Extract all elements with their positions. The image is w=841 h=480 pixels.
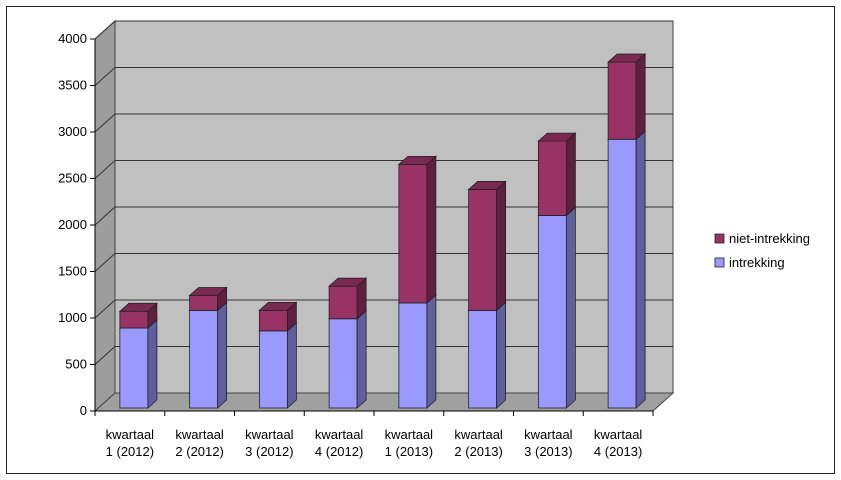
bar-niet-intrekking-7: [537, 132, 577, 217]
y-tick-label-3500: 3500: [58, 78, 87, 93]
bar-intrekking-2: [188, 301, 228, 409]
legend-swatch-niet-intrekking: [714, 233, 725, 244]
legend-swatch-intrekking: [714, 257, 725, 268]
bar-top: [467, 181, 507, 190]
gridline-2500: [94, 160, 673, 179]
bar-intrekking-8: [607, 130, 647, 409]
bar-intrekking-7: [537, 206, 577, 409]
bar-front: [537, 140, 567, 216]
y-tick-label-1000: 1000: [58, 310, 87, 325]
bar-side: [565, 206, 576, 409]
bar-side: [426, 294, 437, 409]
bar-intrekking-5: [397, 294, 437, 409]
bar-niet-intrekking-1: [118, 302, 158, 329]
bar-top: [258, 301, 298, 311]
y-tick-label-4000: 4000: [58, 31, 87, 46]
x-tick-label-8: kwartaal 4 (2013): [594, 427, 643, 459]
x-tick-label-5: kwartaal 1 (2013): [385, 427, 434, 459]
bar-top: [328, 277, 368, 287]
bar-front: [119, 310, 149, 329]
bar-front: [328, 285, 358, 320]
bar-front: [607, 138, 637, 409]
bar-side: [286, 321, 297, 409]
bar-niet-intrekking-3: [258, 301, 298, 332]
x-tick-label-7: kwartaal 3 (2013): [524, 427, 573, 459]
bar-side: [496, 301, 507, 409]
x-tick-label-3: kwartaal 3 (2012): [245, 427, 294, 459]
x-tick-label-4: kwartaal 4 (2012): [315, 427, 364, 459]
bars: [118, 53, 647, 409]
x-tick-label-6: kwartaal 2 (2013): [454, 427, 503, 459]
bar-front: [328, 318, 358, 409]
floor: [93, 392, 675, 412]
bar-side: [147, 319, 158, 409]
y-tick-label-2500: 2500: [58, 171, 87, 186]
gridline-4000: [94, 20, 673, 40]
bar-top: [397, 155, 437, 165]
bar-intrekking-4: [328, 309, 368, 409]
bar-intrekking-1: [118, 319, 158, 409]
x-tick-label-2: kwartaal 2 (2012): [175, 427, 224, 459]
bar-niet-intrekking-2: [188, 286, 228, 312]
y-tick-label-3000: 3000: [58, 124, 87, 139]
bar-front: [468, 189, 498, 311]
bar-top: [607, 53, 647, 63]
y-tick-label-2000: 2000: [58, 217, 87, 232]
bar-intrekking-6: [467, 301, 507, 409]
bar-front: [119, 327, 149, 409]
bar-side: [565, 132, 576, 217]
y-tick-label-0: 0: [80, 403, 87, 418]
bar-front: [468, 309, 498, 409]
bar-side: [635, 130, 646, 409]
bar-front: [607, 61, 637, 140]
gridline-3500: [94, 67, 673, 86]
legend-label-intrekking: intrekking: [729, 255, 785, 270]
bar-niet-intrekking-4: [328, 277, 368, 320]
x-tick-label-1: kwartaal 1 (2012): [106, 427, 155, 459]
bar-side: [356, 309, 367, 409]
bar-niet-intrekking-5: [397, 155, 437, 304]
bar-top: [188, 287, 228, 296]
bar-side: [217, 301, 228, 409]
gridline-3000: [94, 113, 673, 133]
bar-side: [635, 53, 646, 141]
y-tick-label-1500: 1500: [58, 264, 87, 279]
y-axis: 0 500 1000 1500 2000 2500 3000 3500 4000: [58, 31, 96, 418]
bar-front: [258, 330, 288, 409]
x-axis: kwartaal 1 (2012) kwartaal 2 (2012) kwartaal…: [94, 410, 654, 459]
bar-intrekking-3: [258, 321, 298, 409]
bar-niet-intrekking-6: [467, 180, 507, 312]
bar-front: [189, 295, 219, 311]
bar-front: [537, 215, 567, 409]
stacked-bar-chart: 0 500 1000 1500 2000 2500 3000 3500 4000 kwartaa…: [58, 19, 833, 459]
bar-top: [118, 302, 158, 312]
bar-niet-intrekking-8: [607, 53, 647, 141]
bar-side: [426, 155, 437, 304]
bar-front: [398, 163, 428, 304]
legend: niet-intrekking intrekking: [706, 223, 833, 273]
legend-label-niet-intrekking: niet-intrekking: [729, 231, 810, 246]
bar-front: [398, 302, 428, 409]
y-tick-label-500: 500: [65, 357, 87, 372]
bar-front: [189, 309, 219, 409]
chart-walls: [93, 19, 675, 413]
bar-side: [496, 180, 507, 312]
legend-box: [706, 223, 833, 273]
chart-frame: 0 500 1000 1500 2000 2500 3000 3500 4000 kwartaa…: [6, 6, 835, 474]
bar-top: [537, 132, 577, 142]
bar-front: [258, 309, 288, 332]
